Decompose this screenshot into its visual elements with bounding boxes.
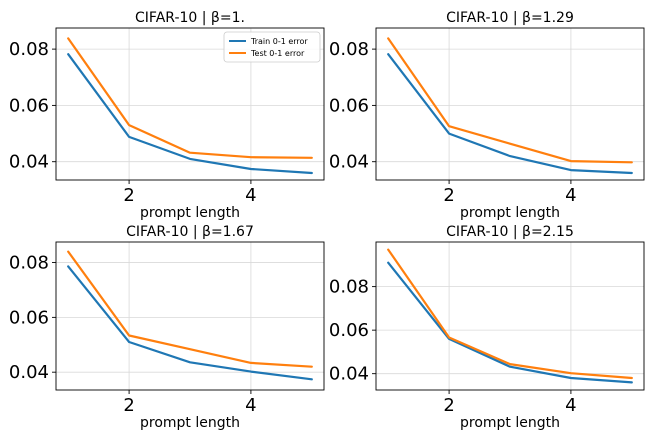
chart-panel-4: 2 4 0.04 0.06 0.08 CIFAR-10 | β=2.15 prompt le… <box>329 224 645 431</box>
legend-box <box>223 31 321 63</box>
series-line-train-0-1-error <box>387 261 633 384</box>
series-line-test-0-1-error <box>67 37 313 159</box>
chart-panel-2: 2 4 0.04 0.06 0.08 CIFAR-10 | β=1.29 prompt le… <box>329 10 645 221</box>
y-tick-label: 0.04 <box>9 152 49 173</box>
y-tick-label: 0.04 <box>329 152 369 173</box>
x-tick-label: 2 <box>123 185 134 206</box>
y-tick-label: 0.04 <box>329 364 369 385</box>
y-tick-label: 0.06 <box>329 95 369 116</box>
axes-frame <box>375 241 645 391</box>
y-tick-label: 0.08 <box>329 277 369 298</box>
x-axis-label: prompt length <box>140 205 240 221</box>
x-axis-label: prompt length <box>140 415 240 431</box>
x-tick-label: 4 <box>245 185 256 206</box>
x-axis-label: prompt length <box>460 205 560 221</box>
x-tick-label: 2 <box>443 395 454 416</box>
series-line-test-0-1-error <box>67 250 313 368</box>
series-line-train-0-1-error <box>67 265 313 381</box>
chart-title: CIFAR-10 | β=1. <box>135 10 245 26</box>
y-tick-label: 0.08 <box>329 39 369 60</box>
axes-frame <box>55 241 325 391</box>
x-tick-label: 4 <box>565 185 576 206</box>
x-axis-label: prompt length <box>460 415 560 431</box>
axes-frame <box>375 27 645 181</box>
series-line-test-0-1-error <box>387 248 633 380</box>
chart-title: CIFAR-10 | β=1.67 <box>126 224 254 240</box>
chart-panel-3: 2 4 0.04 0.06 0.08 CIFAR-10 | β=1.67 prompt le… <box>9 224 325 431</box>
chart-title: CIFAR-10 | β=2.15 <box>446 224 574 240</box>
series-line-test-0-1-error <box>387 37 633 164</box>
x-tick-label: 2 <box>123 395 134 416</box>
x-tick-label: 4 <box>565 395 576 416</box>
y-tick-label: 0.06 <box>9 95 49 116</box>
axes-frame <box>55 27 325 181</box>
y-tick-label: 0.08 <box>9 39 49 60</box>
chart-title: CIFAR-10 | β=1.29 <box>446 10 574 26</box>
y-tick-label: 0.06 <box>9 307 49 328</box>
y-tick-label: 0.06 <box>329 320 369 341</box>
y-tick-label: 0.08 <box>9 253 49 274</box>
series-line-train-0-1-error <box>387 53 633 175</box>
x-tick-label: 4 <box>245 395 256 416</box>
series-line-train-0-1-error <box>67 53 313 175</box>
legend-label: Train 0-1 error <box>250 37 308 46</box>
x-tick-label: 2 <box>443 185 454 206</box>
legend-label: Test 0-1 error <box>250 49 305 58</box>
chart-panel-1: 2 4 0.04 0.06 0.08 CIFAR-10 | β=1. prompt leng… <box>9 10 325 221</box>
y-tick-label: 0.04 <box>9 362 49 383</box>
legend: Train 0-1 error Test 0-1 error <box>223 31 321 63</box>
